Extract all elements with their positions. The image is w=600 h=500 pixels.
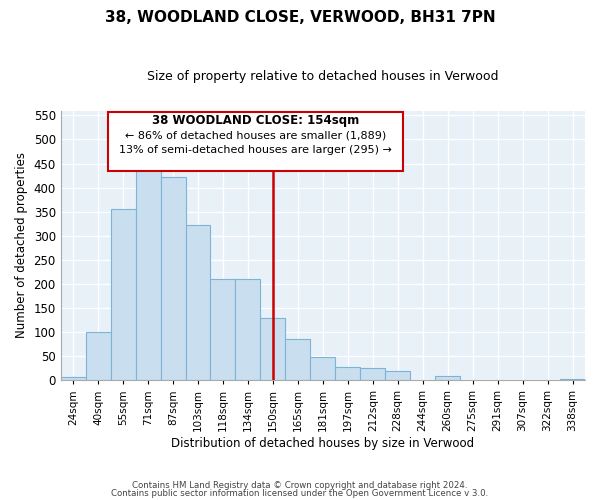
Text: 38 WOODLAND CLOSE: 154sqm: 38 WOODLAND CLOSE: 154sqm [152,114,359,126]
Title: Size of property relative to detached houses in Verwood: Size of property relative to detached ho… [147,70,499,83]
Bar [161,176,185,380]
Bar [185,224,211,380]
Bar [110,209,136,380]
Text: ← 86% of detached houses are smaller (1,889): ← 86% of detached houses are smaller (1,… [125,130,386,140]
Bar [360,368,385,380]
Text: Contains HM Land Registry data © Crown copyright and database right 2024.: Contains HM Land Registry data © Crown c… [132,481,468,490]
Bar [385,370,410,380]
Text: 38, WOODLAND CLOSE, VERWOOD, BH31 7PN: 38, WOODLAND CLOSE, VERWOOD, BH31 7PN [104,10,496,25]
Bar [235,279,260,380]
Bar [86,332,110,380]
Y-axis label: Number of detached properties: Number of detached properties [15,152,28,338]
FancyBboxPatch shape [108,112,403,171]
Bar [435,376,460,380]
Text: Contains public sector information licensed under the Open Government Licence v : Contains public sector information licen… [112,488,488,498]
Text: 13% of semi-detached houses are larger (295) →: 13% of semi-detached houses are larger (… [119,145,392,155]
Bar [560,379,585,380]
Bar [136,166,161,380]
Bar [335,367,360,380]
Bar [211,279,235,380]
X-axis label: Distribution of detached houses by size in Verwood: Distribution of detached houses by size … [171,437,475,450]
Bar [310,357,335,380]
Bar [286,339,310,380]
Bar [260,318,286,380]
Bar [61,377,86,380]
